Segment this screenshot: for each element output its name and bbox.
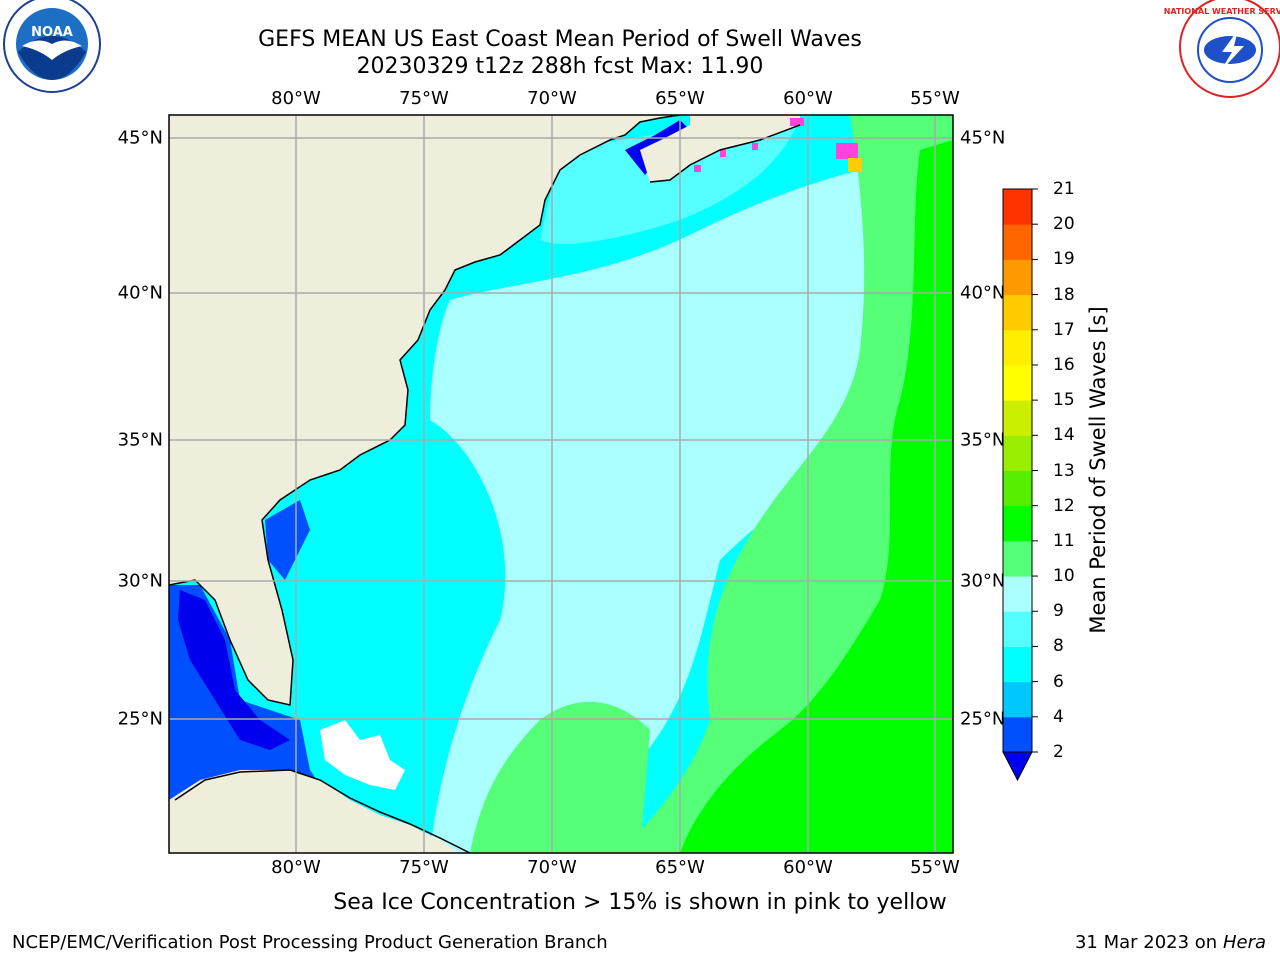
colorbar-label: Mean Period of Swell Waves [s] — [1086, 306, 1110, 634]
colorbar-tick-label: 10 — [1053, 566, 1075, 587]
map-area — [169, 115, 953, 853]
zone-10-11s — [680, 140, 953, 853]
lon-label: 55°W — [910, 88, 960, 109]
lon-label: 55°W — [910, 857, 960, 878]
lat-label: 30°N — [960, 570, 1006, 592]
nws-logo-text: NATIONAL WEATHER SERVICE — [1164, 7, 1280, 16]
colorbar-tick-label: 14 — [1053, 425, 1075, 446]
lon-label: 65°W — [655, 857, 705, 878]
sea-ice-patch — [790, 118, 804, 126]
colorbar-segment — [1003, 294, 1032, 331]
colorbar-segment — [1003, 400, 1032, 436]
cuba-coastline — [174, 769, 471, 853]
lon-label: 80°W — [271, 857, 321, 878]
nws-logo: NATIONAL WEATHER SERVICE — [1164, 0, 1280, 98]
noaa-logo: NOAA — [3, 0, 101, 93]
footer-host: Hera — [1222, 932, 1266, 953]
lon-label: 60°W — [783, 88, 833, 109]
zone-8-9s — [430, 170, 880, 853]
lat-label: 40°N — [960, 282, 1006, 304]
lon-label: 60°W — [783, 857, 833, 878]
footer-date-text: 31 Mar 2023 on — [1074, 932, 1218, 953]
colorbar-tick-label: 8 — [1053, 636, 1064, 657]
sea-ice-high-patch — [848, 158, 862, 172]
sea-ice-patch — [694, 165, 701, 172]
map-frame — [168, 114, 954, 854]
colorbar-segment — [1003, 646, 1032, 683]
lon-label: 65°W — [655, 88, 705, 109]
lat-label: 25°N — [960, 708, 1006, 730]
colorbar-tick-label: 6 — [1053, 671, 1064, 692]
colorbar-tick-label: 19 — [1053, 249, 1075, 270]
colorbar-segment — [1003, 505, 1032, 542]
colorbar-segment — [1003, 189, 1032, 225]
colorbar-tick-label: 18 — [1053, 284, 1075, 305]
map-title-line1: GEFS MEAN US East Coast Mean Period of S… — [258, 27, 862, 52]
colorbar-tick-label: 11 — [1053, 530, 1075, 551]
lon-label: 75°W — [399, 857, 449, 878]
colorbar-tick-label: 16 — [1053, 354, 1075, 375]
footer-date: 31 Mar 2023 on Hera — [1075, 932, 1266, 953]
lon-label: 70°W — [527, 88, 577, 109]
colorbar-segment — [1003, 329, 1032, 366]
bahamas-shallows — [320, 720, 405, 790]
colorbar-tick-label: 21 — [1053, 179, 1075, 199]
colorbar-segment — [1003, 681, 1032, 718]
colorbar-segment — [1003, 364, 1032, 401]
cuba-land — [169, 770, 460, 853]
sea-ice-patch — [836, 143, 858, 159]
sea-ice-caption: Sea Ice Concentration > 15% is shown in … — [333, 890, 947, 915]
us-east-coastline — [169, 115, 681, 706]
colorbar-tick-label: 13 — [1053, 460, 1075, 481]
sea-ice-patch — [720, 150, 726, 157]
lat-label: 25°N — [117, 708, 163, 730]
sea-ice-patch — [752, 143, 758, 150]
colorbar-tick-label: 17 — [1053, 319, 1075, 340]
lat-label: 35°N — [960, 429, 1006, 451]
zone-6-8s — [540, 118, 800, 244]
colorbar-segment — [1003, 435, 1032, 471]
lat-label: 30°N — [117, 570, 163, 592]
lon-label: 80°W — [271, 88, 321, 109]
lat-lon-grid — [169, 115, 953, 853]
colorbar-tick-label: 4 — [1053, 706, 1064, 727]
colorbar-segment — [1003, 716, 1032, 753]
lat-label: 35°N — [117, 429, 163, 451]
zone-2-4s-coast — [265, 500, 310, 580]
colorbar-extend-arrow — [1002, 751, 1033, 782]
colorbar-segment — [1003, 576, 1032, 612]
colorbar-segment — [1003, 611, 1032, 647]
colorbar-tick-label: 9 — [1053, 601, 1064, 622]
colorbar-tick-label: 20 — [1053, 214, 1075, 235]
map-title-line2: 20230329 t12z 288h fcst Max: 11.90 — [356, 54, 764, 79]
lat-label: 40°N — [117, 282, 163, 304]
lat-label: 45°N — [117, 127, 163, 149]
lon-label: 75°W — [399, 88, 449, 109]
colorbar-segment — [1003, 259, 1032, 296]
colorbar-tick-label: 2 — [1053, 742, 1064, 762]
zone-9-10s-south — [470, 701, 650, 853]
colorbar-tick-label: 12 — [1053, 495, 1075, 516]
zone-below-2s — [178, 590, 290, 750]
north-america-land — [169, 115, 800, 705]
noaa-logo-text: NOAA — [31, 25, 73, 40]
colorbar-tick-label: 15 — [1053, 390, 1075, 411]
colorbar-segment — [1003, 470, 1032, 507]
colorbar-segment — [1003, 540, 1032, 577]
footer-credit: NCEP/EMC/Verification Post Processing Pr… — [12, 932, 608, 953]
colorbar — [1002, 188, 1038, 782]
lat-label: 45°N — [960, 127, 1006, 149]
colorbar-segment — [1003, 224, 1032, 260]
lon-label: 70°W — [527, 857, 577, 878]
